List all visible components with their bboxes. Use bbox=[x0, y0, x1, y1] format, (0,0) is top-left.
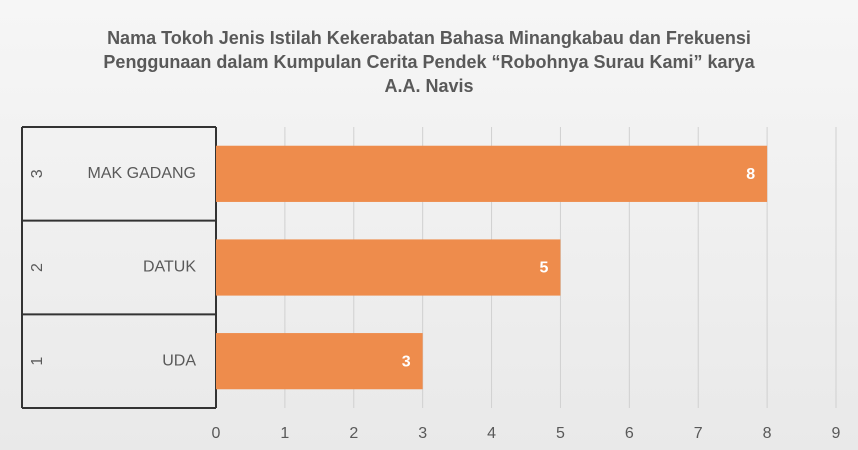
data-label: 8 bbox=[746, 166, 755, 183]
x-tick-label: 8 bbox=[763, 425, 772, 442]
x-tick-label: 3 bbox=[418, 425, 427, 442]
x-tick-label: 2 bbox=[349, 425, 358, 442]
bar bbox=[216, 333, 423, 390]
y-tick-label: MAK GADANG bbox=[88, 165, 196, 182]
bar bbox=[216, 239, 561, 296]
x-tick-label: 1 bbox=[280, 425, 289, 442]
category-group-label: 3 bbox=[29, 169, 46, 178]
x-tick-label: 7 bbox=[694, 425, 703, 442]
data-label: 5 bbox=[540, 260, 549, 277]
chart-title: Nama Tokoh Jenis Istilah Kekerabatan Bah… bbox=[103, 28, 755, 96]
x-tick-label: 0 bbox=[212, 425, 221, 442]
x-tick-label: 4 bbox=[487, 425, 496, 442]
y-tick-label: DATUK bbox=[143, 259, 196, 276]
x-tick-label: 5 bbox=[556, 425, 565, 442]
x-tick-label: 6 bbox=[625, 425, 634, 442]
data-label: 3 bbox=[402, 353, 411, 370]
x-tick-label: 9 bbox=[832, 425, 841, 442]
category-group-label: 2 bbox=[29, 263, 46, 272]
bar bbox=[216, 145, 768, 202]
category-group-label: 1 bbox=[29, 357, 46, 366]
y-tick-label: UDA bbox=[162, 352, 196, 369]
